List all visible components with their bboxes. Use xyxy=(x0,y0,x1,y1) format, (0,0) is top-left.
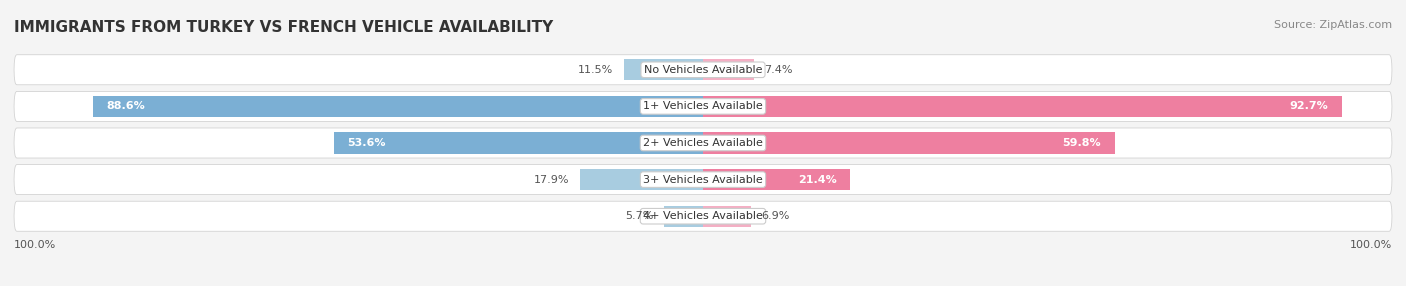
Text: 5.7%: 5.7% xyxy=(626,211,654,221)
Text: 88.6%: 88.6% xyxy=(107,102,145,111)
Text: No Vehicles Available: No Vehicles Available xyxy=(644,65,762,75)
Text: 100.0%: 100.0% xyxy=(1350,240,1392,250)
Text: 3+ Vehicles Available: 3+ Vehicles Available xyxy=(643,175,763,184)
Text: Source: ZipAtlas.com: Source: ZipAtlas.com xyxy=(1274,20,1392,30)
Bar xyxy=(703,206,751,227)
Bar xyxy=(93,96,703,117)
Text: 100.0%: 100.0% xyxy=(14,240,56,250)
Bar xyxy=(703,96,1341,117)
Text: 6.9%: 6.9% xyxy=(761,211,789,221)
Text: 1+ Vehicles Available: 1+ Vehicles Available xyxy=(643,102,763,111)
Bar xyxy=(703,169,851,190)
Text: 53.6%: 53.6% xyxy=(347,138,387,148)
Text: 59.8%: 59.8% xyxy=(1063,138,1101,148)
Text: 4+ Vehicles Available: 4+ Vehicles Available xyxy=(643,211,763,221)
Bar xyxy=(664,206,703,227)
Bar xyxy=(703,59,754,80)
Text: 11.5%: 11.5% xyxy=(578,65,613,75)
Text: 17.9%: 17.9% xyxy=(534,175,569,184)
FancyBboxPatch shape xyxy=(14,165,1392,194)
Text: 2+ Vehicles Available: 2+ Vehicles Available xyxy=(643,138,763,148)
FancyBboxPatch shape xyxy=(14,55,1392,85)
FancyBboxPatch shape xyxy=(14,201,1392,231)
FancyBboxPatch shape xyxy=(14,92,1392,121)
Bar xyxy=(703,132,1115,154)
Bar xyxy=(624,59,703,80)
FancyBboxPatch shape xyxy=(14,128,1392,158)
Text: 21.4%: 21.4% xyxy=(797,175,837,184)
Text: 7.4%: 7.4% xyxy=(765,65,793,75)
Text: 92.7%: 92.7% xyxy=(1289,102,1327,111)
Bar xyxy=(333,132,703,154)
Bar xyxy=(579,169,703,190)
Text: IMMIGRANTS FROM TURKEY VS FRENCH VEHICLE AVAILABILITY: IMMIGRANTS FROM TURKEY VS FRENCH VEHICLE… xyxy=(14,20,554,35)
